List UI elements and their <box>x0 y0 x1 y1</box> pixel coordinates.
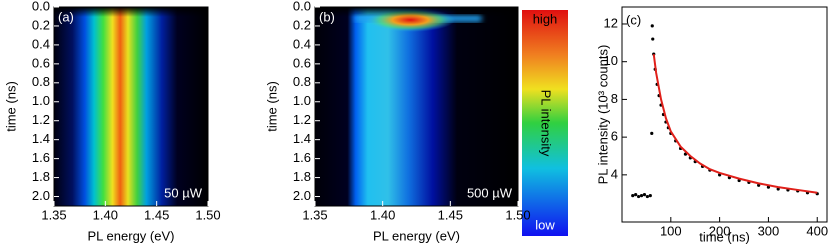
data-point <box>636 194 641 199</box>
y-tick-label: 1.2 <box>293 112 311 127</box>
y-tick-label: 12 <box>604 15 618 30</box>
panel-label: (c) <box>626 12 641 27</box>
y-tick-label: 1.4 <box>293 131 311 146</box>
x-tick-label: 1.35 <box>41 207 66 222</box>
x-tick-label: 1.45 <box>144 207 169 222</box>
data-point <box>650 131 654 135</box>
y-tick-label: 1.8 <box>293 169 311 184</box>
y-tick-label: 0.2 <box>32 17 50 32</box>
y-tick-label: 1.6 <box>32 150 50 165</box>
x-tick-label: 1.35 <box>302 207 327 222</box>
plot-frame <box>53 6 209 207</box>
y-tick-label: 1.0 <box>32 93 50 108</box>
heatmap-onset <box>315 7 518 206</box>
colorbar-high: high <box>533 11 558 26</box>
data-point <box>651 37 655 41</box>
y-tick-label: 0.4 <box>32 36 50 51</box>
x-axis-label: PL energy (eV) <box>88 228 175 243</box>
y-tick-label: 0.8 <box>293 74 311 89</box>
data-point <box>631 193 635 198</box>
panel-label: (b) <box>319 9 335 24</box>
y-tick-label: 4 <box>611 166 618 181</box>
colorbar-label: PL intensity <box>539 90 554 157</box>
colorbar <box>522 10 568 236</box>
data-point <box>639 193 644 198</box>
y-axis-label: PL intensity (10³ counts) <box>595 45 610 185</box>
y-tick-label: 8 <box>611 91 618 106</box>
y-tick-label: 10 <box>604 53 618 68</box>
data-point <box>634 193 638 197</box>
x-tick-label: 200 <box>709 223 731 238</box>
y-tick-label: 0.0 <box>293 0 311 13</box>
x-tick-label: 100 <box>660 223 682 238</box>
y-tick-label: 2.0 <box>293 188 311 203</box>
y-tick-label: 1.2 <box>32 112 50 127</box>
y-tick-label: 0.4 <box>293 36 311 51</box>
data-point <box>642 193 647 197</box>
plot-frame <box>621 6 828 223</box>
data-point <box>650 24 654 28</box>
x-tick-label: 1.45 <box>438 207 463 222</box>
x-tick-label: 1.40 <box>370 207 395 222</box>
y-tick-label: 0.2 <box>293 17 311 32</box>
heatmap-onset <box>54 7 208 206</box>
y-tick-label: 1.4 <box>32 131 50 146</box>
plot-frame <box>314 6 519 207</box>
colorbar-low: low <box>535 217 555 232</box>
x-tick-label: 1.50 <box>195 207 220 222</box>
x-axis-label: PL energy (eV) <box>373 228 460 243</box>
y-axis-label: time (ns) <box>3 81 18 132</box>
y-tick-label: 6 <box>611 129 618 144</box>
x-tick-label: 400 <box>806 223 828 238</box>
y-tick-label: 1.0 <box>293 93 311 108</box>
x-axis-label: time (ns) <box>699 229 750 244</box>
y-tick-label: 0.6 <box>32 55 50 70</box>
y-tick-label: 0.8 <box>32 74 50 89</box>
power-label: 500 µW <box>467 185 513 200</box>
data-point <box>648 193 652 198</box>
power-label: 50 µW <box>164 185 203 200</box>
panel-label: (a) <box>58 9 74 24</box>
y-tick-label: 0.6 <box>293 55 311 70</box>
y-tick-label: 1.8 <box>32 169 50 184</box>
fit-line <box>652 54 818 194</box>
x-tick-label: 1.40 <box>93 207 118 222</box>
x-tick-label: 300 <box>758 223 780 238</box>
data-point <box>645 194 649 199</box>
y-axis-label: time (ns) <box>264 81 279 132</box>
x-tick-label: 1.50 <box>505 207 530 222</box>
y-tick-label: 1.6 <box>293 150 311 165</box>
y-tick-label: 2.0 <box>32 188 50 203</box>
y-tick-label: 0.0 <box>32 0 50 13</box>
